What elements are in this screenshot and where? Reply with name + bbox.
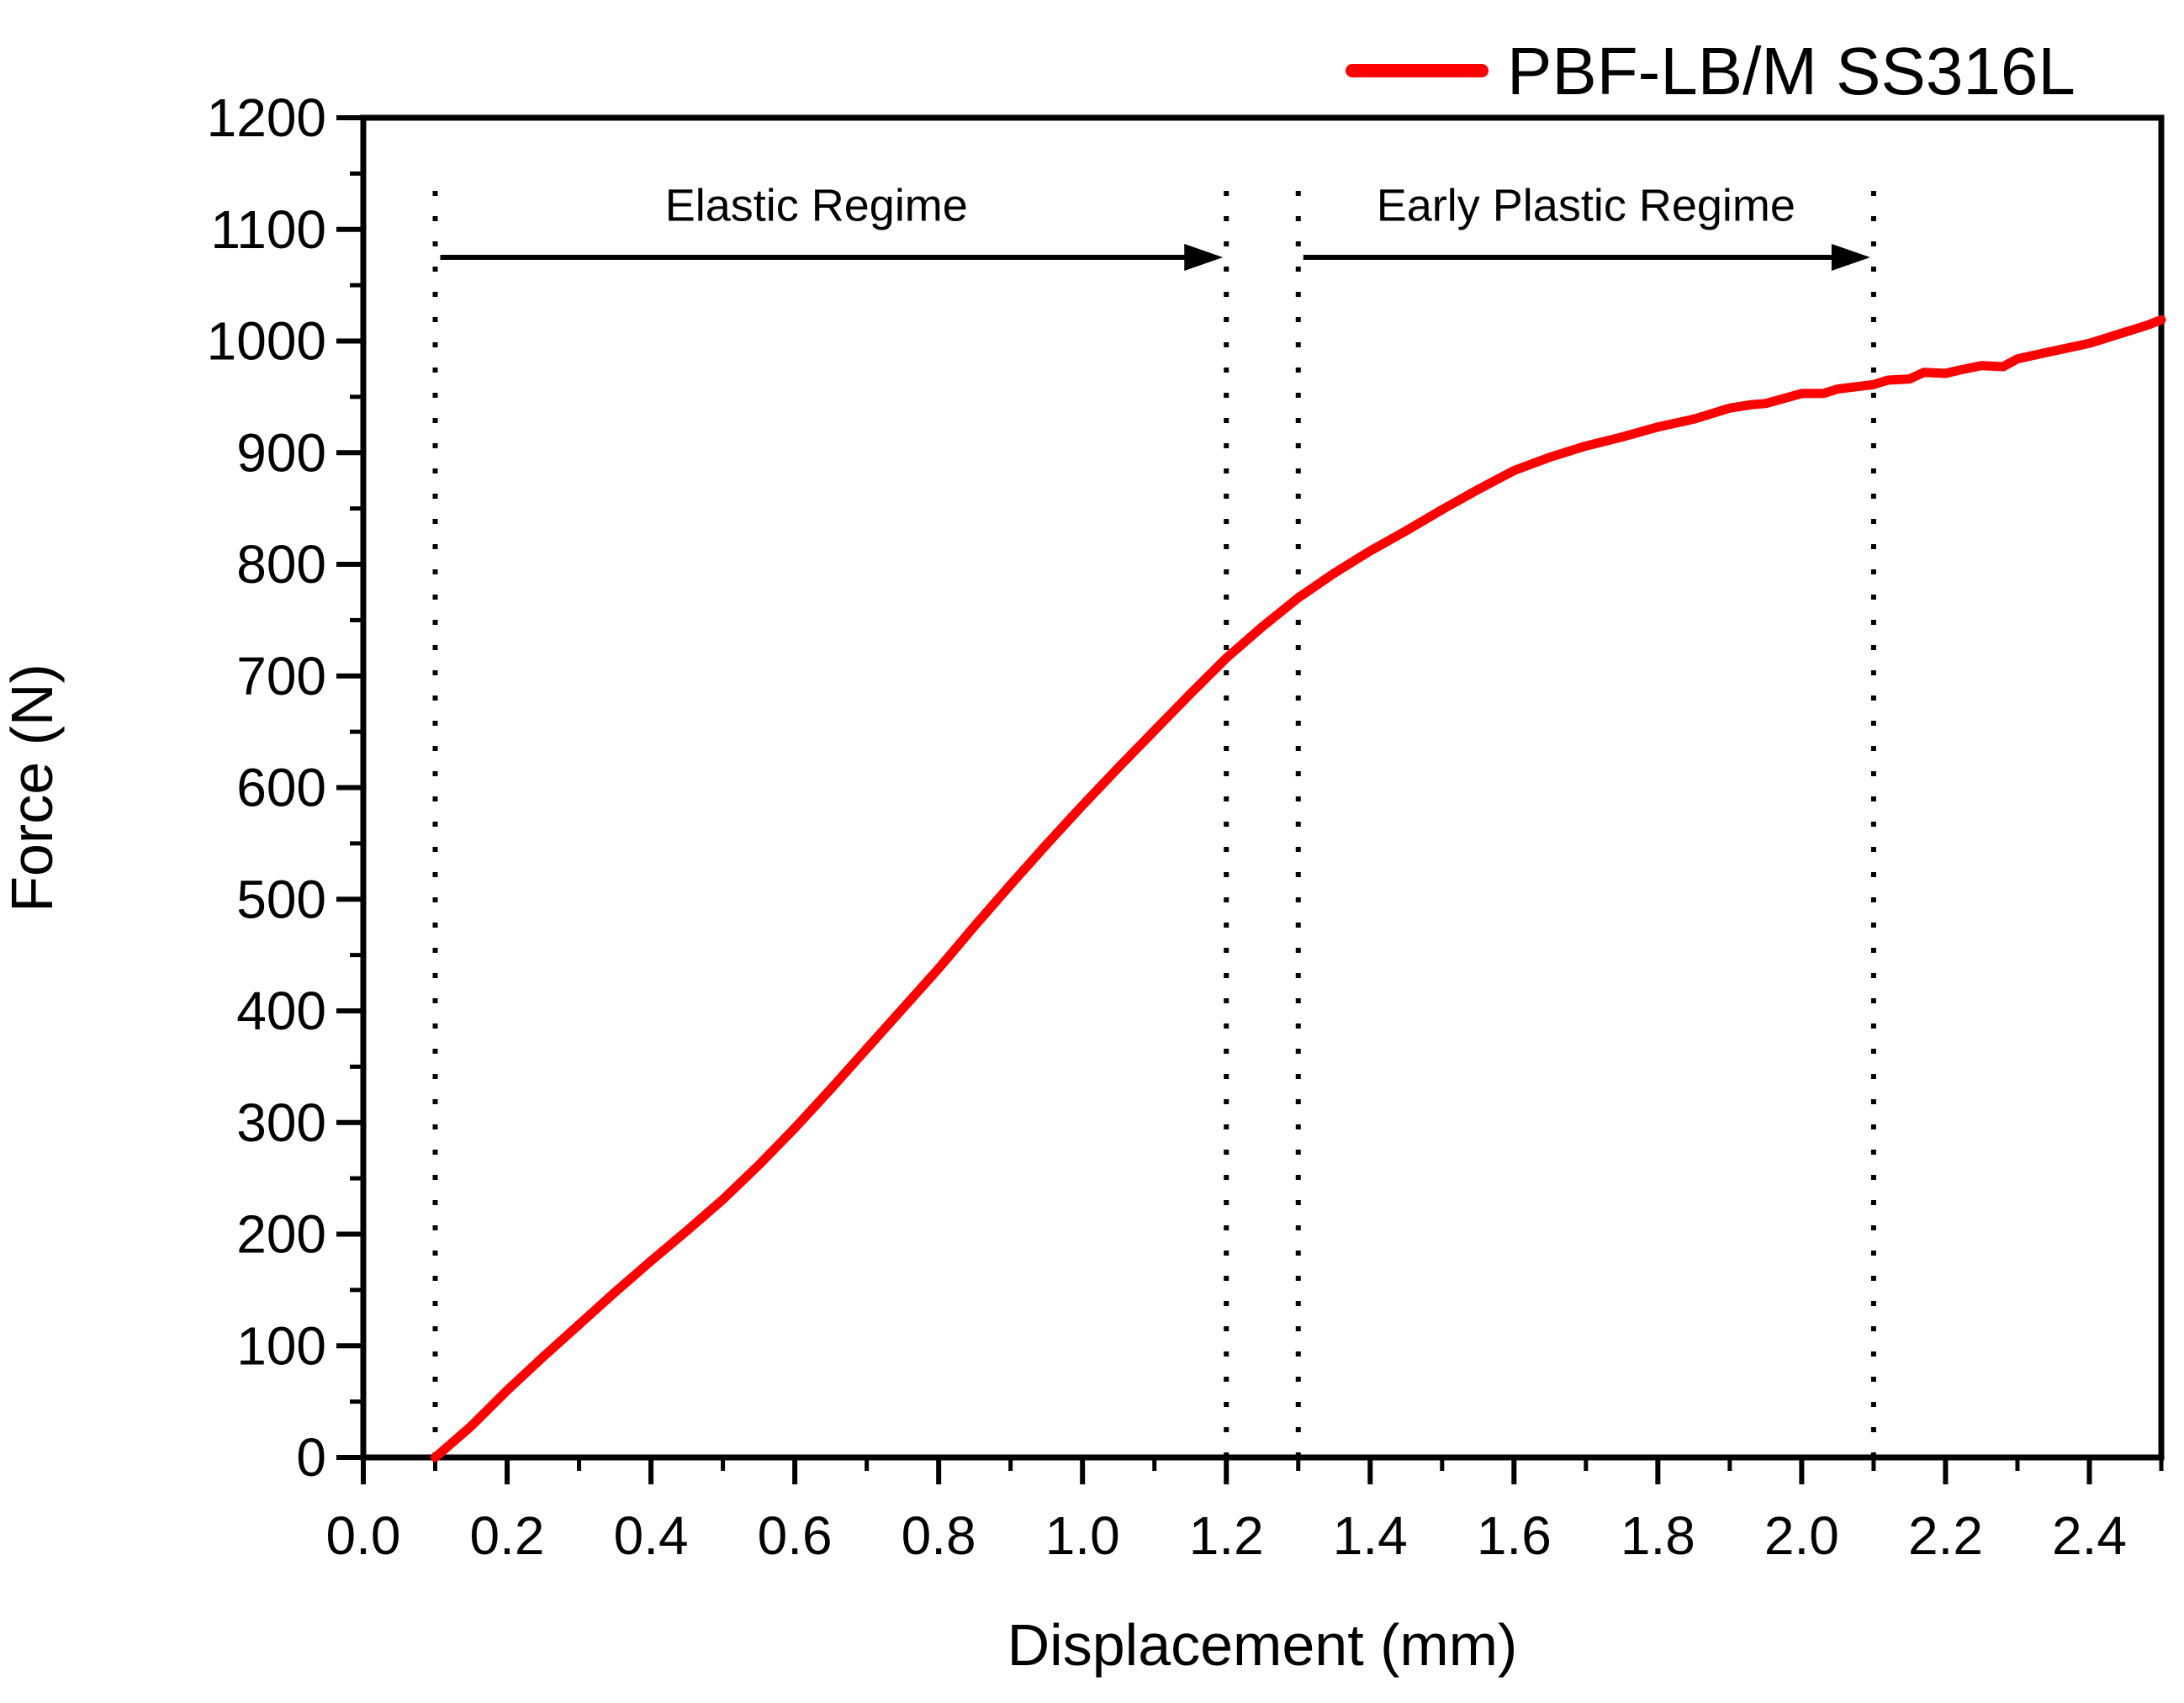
y-tick-label: 300	[236, 1092, 326, 1153]
plot-frame	[360, 114, 2165, 1461]
x-tick-label: 0.8	[902, 1505, 976, 1566]
x-tick-label: 2.4	[2052, 1505, 2127, 1566]
y-tick-label: 900	[236, 422, 326, 483]
y-tick-label: 700	[236, 646, 326, 706]
force-displacement-curve	[431, 315, 2166, 1462]
y-tick-label: 200	[236, 1204, 326, 1265]
legend: PBF-LB/M SS316L	[1346, 34, 2076, 108]
y-tick-label: 1100	[210, 199, 326, 260]
y-tick-label: 500	[236, 869, 326, 929]
y-tick-label: 600	[236, 758, 326, 818]
x-tick-label: 0.2	[470, 1505, 545, 1566]
x-tick-label: 1.4	[1333, 1505, 1408, 1566]
y-tick-label: 400	[236, 981, 326, 1041]
x-tick-label: 1.2	[1189, 1505, 1264, 1566]
regime-arrow-head	[1831, 243, 1870, 271]
y-tick-label: 800	[236, 534, 326, 595]
regime-annotation-labels: Elastic Regime Early Plastic Regime	[665, 181, 1795, 231]
y-tick-label: 1000	[207, 311, 326, 372]
x-tick-label: 1.8	[1621, 1505, 1695, 1566]
x-tick-label: 2.2	[1908, 1505, 1983, 1566]
regime-arrow-head	[1184, 243, 1224, 271]
y-tick-label: 100	[236, 1315, 326, 1376]
axis-ticks	[336, 115, 2164, 1484]
y-tick-label: 1200	[207, 87, 326, 148]
annotation-elastic-regime-label: Elastic Regime	[665, 181, 968, 231]
legend-series-label: PBF-LB/M SS316L	[1507, 34, 2076, 108]
x-tick-label: 1.0	[1045, 1505, 1120, 1566]
x-tick-label: 0.4	[614, 1505, 689, 1566]
annotation-early-plastic-regime-label: Early Plastic Regime	[1377, 181, 1795, 231]
axis-tick-labels: 0.0 0.2 0.4 0.6 0.8 1.0 1.2 1.4 1.6 1.8 2.0 2.2 2.4 0…	[207, 87, 2127, 1566]
x-tick-label: 2.0	[1764, 1505, 1839, 1566]
regime-arrows	[440, 243, 1870, 271]
x-axis-title: Displacement (mm)	[1007, 1612, 1518, 1678]
x-tick-label: 0.0	[326, 1505, 401, 1566]
x-tick-label: 1.6	[1477, 1505, 1552, 1566]
x-tick-label: 0.6	[758, 1505, 833, 1566]
y-axis-title: Force (N)	[0, 664, 65, 912]
y-tick-label: 0	[296, 1427, 326, 1488]
